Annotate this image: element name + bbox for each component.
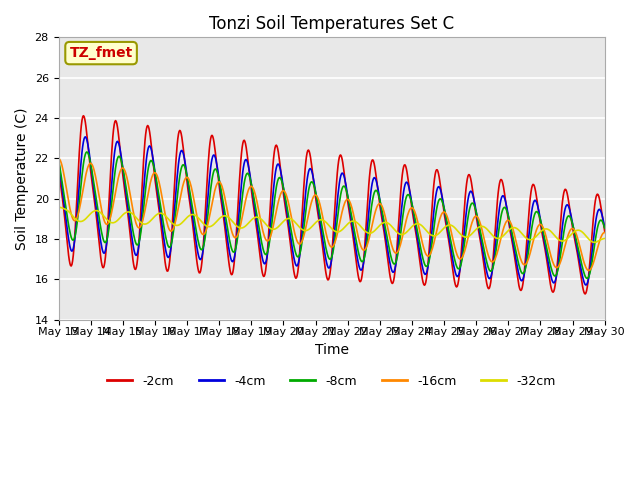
-16cm <box>585 268 593 274</box>
-4cm <box>54 157 62 163</box>
Line: -16cm: -16cm <box>58 158 605 271</box>
-32cm <box>337 228 345 233</box>
-16cm <box>601 229 609 235</box>
-2cm <box>601 228 609 234</box>
Line: -4cm: -4cm <box>58 137 605 285</box>
-4cm <box>129 241 137 247</box>
-16cm <box>472 213 480 219</box>
-32cm <box>117 214 125 220</box>
-2cm <box>129 257 137 263</box>
-4cm <box>81 134 89 140</box>
-2cm <box>473 216 481 222</box>
-2cm <box>54 165 62 170</box>
Legend: -2cm, -4cm, -8cm, -16cm, -32cm: -2cm, -4cm, -8cm, -16cm, -32cm <box>102 370 561 393</box>
-16cm <box>54 156 62 161</box>
Line: -2cm: -2cm <box>58 116 605 294</box>
-4cm <box>118 156 125 161</box>
-32cm <box>165 217 173 223</box>
-8cm <box>601 225 609 231</box>
X-axis label: Time: Time <box>315 343 349 357</box>
-4cm <box>601 225 609 230</box>
Title: Tonzi Soil Temperatures Set C: Tonzi Soil Temperatures Set C <box>209 15 454 33</box>
-4cm <box>166 252 173 257</box>
-8cm <box>129 228 137 234</box>
-2cm <box>385 260 392 266</box>
-8cm <box>54 157 62 163</box>
-16cm <box>117 167 125 173</box>
-32cm <box>54 204 62 210</box>
-16cm <box>129 204 136 209</box>
-32cm <box>601 236 609 241</box>
-16cm <box>165 226 173 232</box>
-4cm <box>385 251 392 256</box>
-4cm <box>338 170 346 176</box>
Line: -32cm: -32cm <box>58 207 605 242</box>
-8cm <box>166 244 173 250</box>
Y-axis label: Soil Temperature (C): Soil Temperature (C) <box>15 108 29 250</box>
-8cm <box>338 186 346 192</box>
-2cm <box>581 291 589 297</box>
-2cm <box>118 161 125 167</box>
-2cm <box>79 113 87 119</box>
Line: -8cm: -8cm <box>58 152 605 278</box>
-32cm <box>129 211 136 216</box>
-16cm <box>337 212 345 218</box>
-8cm <box>584 276 591 281</box>
-4cm <box>473 212 481 217</box>
-32cm <box>384 220 392 226</box>
-4cm <box>582 282 590 288</box>
-8cm <box>385 241 392 247</box>
-16cm <box>384 224 392 230</box>
Text: TZ_fmet: TZ_fmet <box>70 46 132 60</box>
-32cm <box>472 227 480 232</box>
-8cm <box>118 159 125 165</box>
-8cm <box>473 211 481 217</box>
-8cm <box>83 149 90 155</box>
-2cm <box>166 257 173 263</box>
-2cm <box>338 156 346 161</box>
-32cm <box>591 240 598 245</box>
